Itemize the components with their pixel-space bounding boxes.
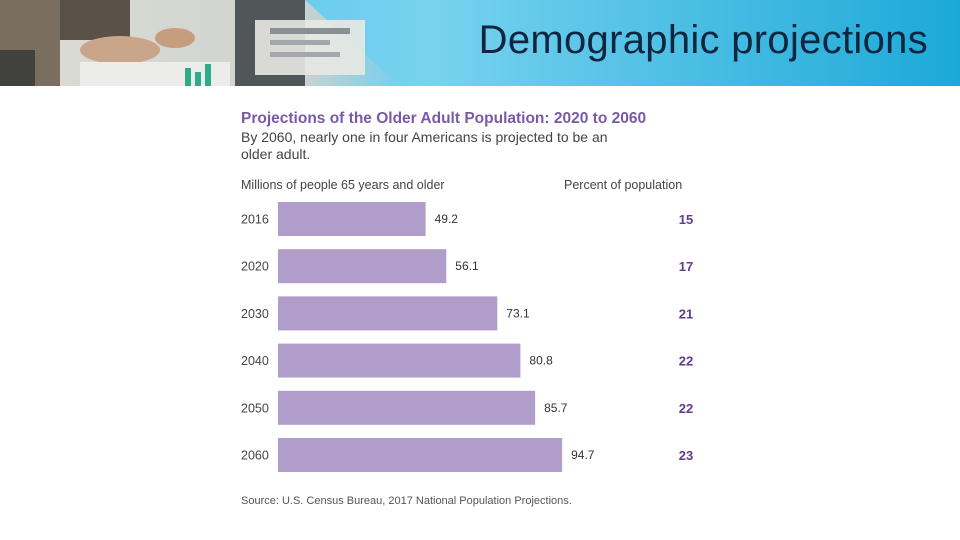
chart-subtitle: By 2060, nearly one in four Americans is… <box>241 129 608 162</box>
bar-2050 <box>278 390 536 425</box>
category-label-2030: 2030 <box>241 307 269 321</box>
x-axis-label: Millions of people 65 years and older <box>241 178 445 192</box>
slide-title: Demographic projections <box>478 18 928 62</box>
bar-2060 <box>278 438 563 472</box>
category-label-2040: 2040 <box>241 354 269 368</box>
bar-2016 <box>278 202 426 236</box>
value-label-2040: 80.8 <box>529 354 553 368</box>
value-label-2050: 85.7 <box>544 401 568 415</box>
percent-label-2040: 22 <box>679 354 693 369</box>
percent-label-2030: 21 <box>679 306 693 321</box>
value-label-2020: 56.1 <box>455 259 479 273</box>
percent-column-label: Percent of population <box>564 178 683 192</box>
value-label-2016: 49.2 <box>435 212 459 226</box>
percent-label-2016: 15 <box>679 212 693 227</box>
value-label-2030: 73.1 <box>506 306 530 320</box>
bar-2040 <box>278 343 521 378</box>
percent-label-2060: 23 <box>679 448 693 463</box>
category-label-2050: 2050 <box>241 401 269 415</box>
chart-title: Projections of the Older Adult Populatio… <box>241 110 647 127</box>
chart-panel: Projections of the Older Adult Populatio… <box>230 100 710 520</box>
percent-label-2020: 17 <box>679 259 693 274</box>
value-label-2060: 94.7 <box>571 448 595 462</box>
category-label-2020: 2020 <box>241 260 269 274</box>
category-label-2060: 2060 <box>241 449 269 463</box>
bar-2030 <box>278 296 498 331</box>
percent-label-2050: 22 <box>679 401 693 416</box>
chart-source: Source: U.S. Census Bureau, 2017 Nationa… <box>241 495 572 507</box>
category-label-2016: 2016 <box>241 213 269 227</box>
bar-chart-svg: 2016 49.2 15 2020 56.1 17 2030 73.1 21 2040 80.8 22… <box>241 202 693 472</box>
header-photo-image <box>0 0 400 86</box>
bar-2020 <box>278 249 447 284</box>
